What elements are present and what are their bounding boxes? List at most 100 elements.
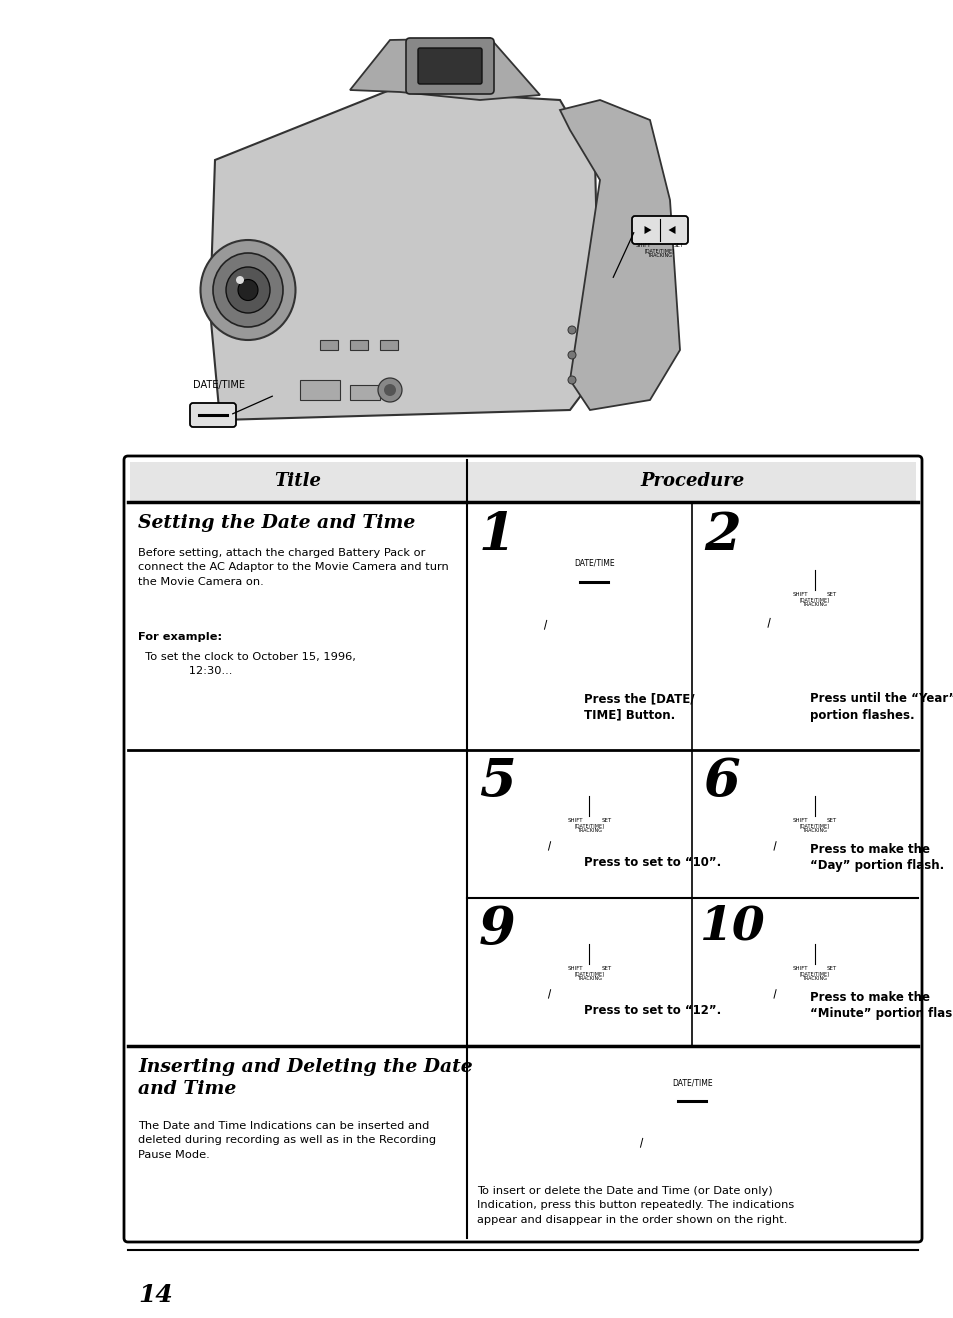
FancyBboxPatch shape — [631, 216, 687, 244]
FancyBboxPatch shape — [788, 941, 841, 967]
Polygon shape — [597, 950, 603, 958]
FancyBboxPatch shape — [406, 38, 494, 94]
Polygon shape — [778, 1004, 797, 1012]
Text: Setting the Date and Time: Setting the Date and Time — [138, 514, 415, 532]
Text: SET: SET — [826, 966, 836, 971]
Polygon shape — [800, 950, 806, 958]
FancyBboxPatch shape — [788, 567, 841, 593]
Polygon shape — [776, 979, 813, 1004]
Polygon shape — [552, 1004, 571, 1012]
Circle shape — [567, 376, 576, 384]
Polygon shape — [772, 634, 791, 643]
FancyBboxPatch shape — [563, 941, 615, 967]
Text: DATE/TIME: DATE/TIME — [193, 380, 245, 390]
Text: Inserting and Deleting the Date
and Time: Inserting and Deleting the Date and Time — [138, 1058, 472, 1098]
Circle shape — [567, 351, 576, 358]
Text: SHIFT: SHIFT — [792, 818, 807, 822]
Bar — [350, 385, 379, 399]
Polygon shape — [559, 100, 679, 410]
Bar — [379, 340, 397, 351]
Text: Press until the “Year”
portion flashes.: Press until the “Year” portion flashes. — [809, 692, 953, 721]
Circle shape — [384, 384, 395, 395]
Ellipse shape — [226, 268, 270, 312]
Polygon shape — [769, 608, 809, 634]
Bar — [130, 463, 915, 502]
Polygon shape — [821, 950, 828, 958]
Text: Press to make the
“Day” portion flash.: Press to make the “Day” portion flash. — [809, 844, 943, 873]
Polygon shape — [668, 225, 675, 235]
Polygon shape — [644, 225, 651, 235]
Text: DATE/TIME: DATE/TIME — [574, 559, 614, 568]
Ellipse shape — [235, 275, 244, 283]
Ellipse shape — [237, 279, 257, 301]
Text: Press to set to “12”.: Press to set to “12”. — [584, 1004, 721, 1017]
Text: 6: 6 — [703, 757, 740, 807]
Polygon shape — [575, 950, 581, 958]
FancyBboxPatch shape — [190, 403, 235, 427]
Text: 5: 5 — [478, 757, 516, 807]
Ellipse shape — [213, 253, 283, 327]
Text: DATE/TIME: DATE/TIME — [672, 1078, 712, 1087]
Bar — [319, 340, 337, 351]
Text: To set the clock to October 15, 1996,
              12:30...: To set the clock to October 15, 1996, 12… — [138, 652, 355, 676]
Polygon shape — [546, 609, 586, 635]
Polygon shape — [552, 857, 571, 865]
FancyBboxPatch shape — [669, 1089, 715, 1112]
FancyBboxPatch shape — [124, 456, 921, 1242]
Circle shape — [377, 378, 401, 402]
Polygon shape — [210, 90, 599, 420]
Polygon shape — [550, 979, 588, 1004]
Text: Before setting, attach the charged Battery Pack or
connect the AC Adaptor to the: Before setting, attach the charged Batte… — [138, 548, 448, 587]
Text: SET: SET — [600, 966, 611, 971]
FancyBboxPatch shape — [417, 47, 481, 84]
Text: Press the [DATE/
TIME] Button.: Press the [DATE/ TIME] Button. — [584, 692, 695, 721]
Text: TRACKING: TRACKING — [801, 602, 826, 608]
Polygon shape — [350, 38, 539, 100]
Polygon shape — [800, 576, 806, 584]
Text: SHIFT: SHIFT — [792, 966, 807, 971]
Text: Press to make the
“Minute” portion flash: Press to make the “Minute” portion flash — [809, 991, 953, 1020]
Polygon shape — [821, 576, 828, 584]
Text: SET: SET — [673, 243, 683, 248]
Bar — [350, 340, 368, 351]
FancyBboxPatch shape — [563, 793, 615, 818]
Circle shape — [567, 326, 576, 333]
Text: 14: 14 — [138, 1282, 172, 1307]
Text: [DATE/TIME]: [DATE/TIME] — [574, 822, 604, 828]
Text: [DATE/TIME]: [DATE/TIME] — [644, 248, 675, 253]
Polygon shape — [642, 1127, 681, 1153]
Text: To insert or delete the Date and Time (or Date only)
Indication, press this butt: To insert or delete the Date and Time (o… — [476, 1186, 794, 1224]
Polygon shape — [776, 832, 813, 857]
Text: Press to set to “10”.: Press to set to “10”. — [584, 855, 721, 869]
Text: 9: 9 — [478, 904, 516, 956]
Polygon shape — [548, 635, 568, 645]
Text: SHIFT: SHIFT — [792, 592, 807, 597]
Text: SET: SET — [826, 818, 836, 822]
Text: The Date and Time Indications can be inserted and
deleted during recording as we: The Date and Time Indications can be ins… — [138, 1122, 436, 1160]
Text: SET: SET — [600, 818, 611, 822]
Text: [DATE/TIME]: [DATE/TIME] — [574, 971, 604, 977]
Text: For example:: For example: — [138, 633, 222, 642]
FancyBboxPatch shape — [571, 569, 617, 594]
Bar — [299, 380, 339, 399]
Polygon shape — [644, 1153, 664, 1162]
Text: [DATE/TIME]: [DATE/TIME] — [800, 822, 829, 828]
Text: TRACKING: TRACKING — [577, 977, 601, 981]
Text: TRACKING: TRACKING — [647, 253, 672, 258]
Polygon shape — [821, 801, 828, 811]
Polygon shape — [575, 801, 581, 811]
Text: SHIFT: SHIFT — [567, 818, 582, 822]
Text: SHIFT: SHIFT — [636, 243, 651, 248]
Text: SHIFT: SHIFT — [567, 966, 582, 971]
Text: SET: SET — [826, 592, 836, 597]
Polygon shape — [800, 801, 806, 811]
Text: Procedure: Procedure — [639, 472, 744, 490]
Text: TRACKING: TRACKING — [577, 828, 601, 833]
Text: 1: 1 — [478, 510, 516, 561]
Polygon shape — [550, 832, 588, 857]
Polygon shape — [778, 857, 797, 865]
FancyBboxPatch shape — [788, 793, 841, 818]
Text: 2: 2 — [703, 510, 740, 561]
Text: TRACKING: TRACKING — [801, 977, 826, 981]
Text: [DATE/TIME]: [DATE/TIME] — [800, 971, 829, 977]
